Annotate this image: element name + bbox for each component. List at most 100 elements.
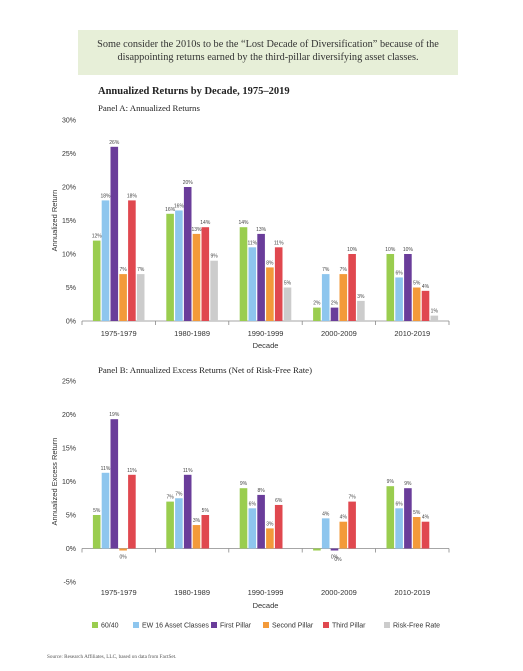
data-label: 0% (119, 555, 127, 561)
data-label: 11% (101, 466, 111, 472)
y-tick-label: 20% (62, 412, 76, 419)
data-label: 0% (331, 555, 339, 561)
legend-label: Second Pillar (272, 622, 314, 630)
x-tick-label: 1990-1999 (248, 329, 284, 338)
x-tick-label: 2010-2019 (394, 329, 430, 338)
data-label: 6% (249, 501, 257, 507)
data-label: 10% (403, 247, 414, 253)
bar (421, 290, 430, 321)
x-tick-label: 2000-2009 (321, 329, 357, 338)
legend-item: First Pillar (211, 622, 251, 630)
bar (183, 187, 192, 321)
legend-swatch (263, 622, 269, 628)
data-label: 3% (266, 521, 274, 527)
x-tick-label: 1980-1989 (174, 588, 210, 597)
legend-item: Risk-Free Rate (384, 622, 440, 630)
data-label: 4% (322, 511, 330, 517)
bar (175, 210, 183, 321)
data-label: 16% (165, 207, 176, 213)
panel-a-title: Panel A: Annualized Returns (98, 103, 200, 113)
y-tick-label: 25% (62, 151, 76, 158)
x-tick-label: 2010-2019 (394, 588, 430, 597)
bar (404, 488, 412, 549)
legend-swatch (133, 622, 139, 628)
bar (266, 528, 274, 549)
x-tick-label: 2000-2009 (321, 588, 357, 597)
data-label: 16% (174, 203, 185, 209)
data-label: 4% (340, 515, 348, 521)
y-tick-label: 5% (66, 513, 76, 520)
bar (257, 494, 265, 549)
x-tick-label: 1980-1989 (174, 329, 210, 338)
data-label: 7% (119, 267, 127, 273)
bar (386, 254, 395, 321)
bar (330, 548, 339, 551)
bar (119, 274, 127, 321)
bar (257, 233, 265, 321)
data-label: 19% (109, 412, 120, 418)
data-label: 2% (313, 301, 321, 307)
data-label: 11% (247, 240, 257, 246)
bar (119, 548, 127, 551)
y-axis-title: Annualized Excess Return (50, 438, 59, 526)
bar (101, 472, 110, 549)
legend-label: Third Pillar (332, 622, 366, 630)
bar (330, 307, 339, 321)
data-label: 6% (395, 270, 403, 276)
data-label: 14% (238, 220, 249, 226)
data-label: 8% (257, 488, 265, 494)
data-label: 20% (183, 180, 194, 186)
bar (412, 517, 421, 549)
y-tick-label: -5% (64, 580, 76, 587)
data-label: 9% (240, 481, 248, 487)
legend-swatch (92, 622, 98, 628)
data-label: 7% (175, 491, 183, 497)
bar (110, 419, 119, 549)
y-tick-label: 30% (62, 118, 76, 125)
data-label: 7% (322, 267, 330, 273)
data-label: 2% (331, 301, 339, 307)
data-label: 5% (284, 281, 292, 287)
bar (430, 315, 439, 321)
data-label: 13% (256, 227, 267, 233)
bar (248, 247, 257, 321)
data-label: 8% (266, 260, 274, 266)
data-label: 10% (347, 247, 358, 253)
data-label: 4% (422, 284, 430, 290)
data-label: 6% (395, 501, 403, 507)
data-label: 18% (100, 193, 111, 199)
data-label: 5% (413, 281, 421, 287)
y-tick-label: 0% (66, 546, 76, 553)
y-tick-label: 25% (62, 379, 76, 386)
chart-legend: 60/40 EW 16 Asset Classes First Pillar Seco… (0, 622, 523, 636)
data-label: 18% (127, 193, 138, 199)
bar (313, 548, 321, 551)
bar (128, 200, 136, 321)
data-label: 3% (357, 294, 365, 300)
data-label: 9% (404, 481, 412, 487)
chart-title: Annualized Returns by Decade, 1975–2019 (98, 86, 290, 97)
bar (239, 488, 248, 549)
bar (421, 521, 430, 549)
legend-label: First Pillar (220, 622, 252, 630)
bar (239, 227, 248, 321)
data-label: 9% (210, 254, 218, 260)
data-label: 12% (92, 234, 103, 240)
data-label: 5% (93, 508, 101, 514)
bar (192, 525, 201, 549)
data-label: 9% (387, 479, 395, 485)
bar (183, 474, 192, 549)
bar (92, 515, 101, 549)
bar (339, 274, 348, 321)
x-axis-title: Decade (253, 341, 279, 350)
data-label: 0% (334, 557, 342, 563)
legend-label: 60/40 (101, 622, 119, 630)
legend-item: 60/40 (92, 622, 119, 630)
legend-item: Second Pillar (263, 622, 313, 630)
bar (192, 233, 201, 321)
bar (166, 501, 174, 549)
bar (283, 287, 292, 321)
x-tick-label: 1990-1999 (248, 588, 284, 597)
y-tick-label: 15% (62, 218, 76, 225)
data-label: 7% (348, 495, 356, 501)
